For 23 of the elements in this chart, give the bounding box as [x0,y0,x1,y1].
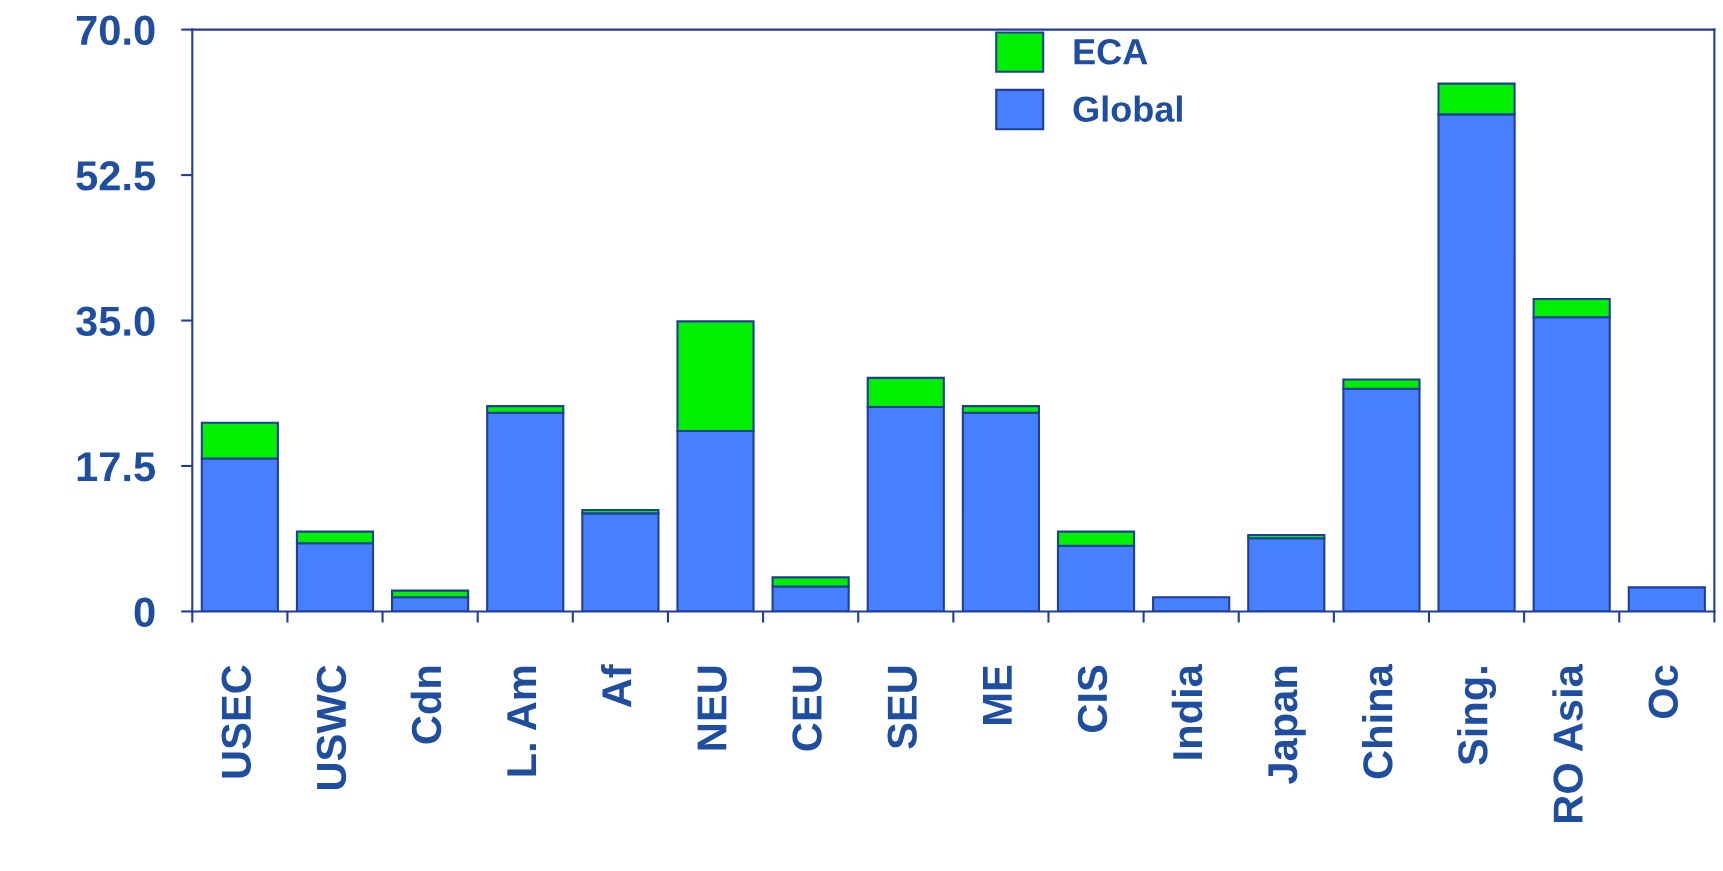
y-tick-label: 52.5 [76,161,156,191]
x-tick-label: USWC [316,665,347,790]
x-tick-label: Japan [1268,666,1306,784]
x-tick-label: ME [983,665,1012,724]
x-tick-label: India [1171,663,1203,759]
x-tick-label: RO Asia [1552,663,1583,822]
y-tick-label: 17.5 [77,452,156,482]
x-tick-label: Cdn [410,666,442,744]
x-tick-label: SEU [887,666,917,749]
x-tick-label: China [1362,663,1393,779]
legend-label: ECA [1074,38,1148,65]
x-tick-label: USEC [221,665,252,778]
x-tick-label: Sing. [1457,667,1497,765]
x-tick-label: L. Am [507,666,537,776]
legend-label: Global [1073,95,1182,122]
x-tick-label: Oc [1648,665,1678,719]
y-tick-label: 0 [134,597,155,627]
x-tick-label: Af [600,664,632,708]
y-tick-label: 35.0 [76,306,155,337]
y-tick-label: 70.0 [76,15,155,46]
x-tick-label: CIS [1077,665,1108,732]
x-tick-label: CEU [792,666,822,751]
x-tick-label: NEU [697,666,727,750]
